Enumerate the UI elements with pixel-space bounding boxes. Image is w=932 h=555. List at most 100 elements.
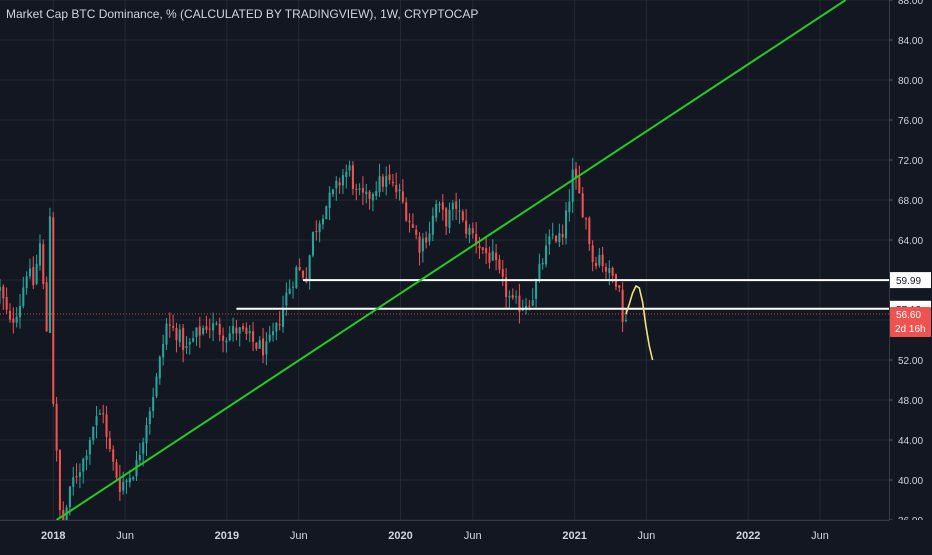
candle-down: [338, 177, 341, 194]
candle-up: [295, 265, 298, 289]
candle-body: [498, 259, 501, 270]
candle-body: [621, 289, 624, 322]
candle-up: [568, 189, 571, 222]
candle-up: [598, 247, 601, 268]
candle-body: [578, 177, 581, 194]
time-axis-label: 2018: [41, 530, 65, 542]
candle-body: [212, 323, 215, 331]
candle-body: [301, 270, 305, 278]
candle-down: [588, 216, 591, 251]
time-axis-label: 2020: [388, 530, 412, 542]
candle-body: [25, 276, 28, 289]
candle-up: [155, 372, 158, 399]
candle-up: [281, 295, 285, 333]
candle-body: [18, 305, 22, 318]
candle-body: [358, 188, 361, 190]
candle-body: [571, 169, 574, 202]
candle-up: [358, 183, 361, 196]
candle-down: [262, 327, 265, 364]
candle-down: [395, 172, 398, 199]
candle-body: [42, 244, 45, 284]
candle-body: [558, 233, 561, 243]
candle-down: [108, 430, 111, 452]
candle-down: [481, 247, 484, 255]
candle-up: [232, 317, 235, 342]
candle-body: [208, 328, 211, 330]
candle-down: [235, 319, 238, 341]
candle-up: [491, 239, 494, 261]
candle-up: [271, 322, 275, 342]
candle-body: [222, 335, 225, 341]
candle-down: [618, 285, 621, 293]
candle-body: [288, 288, 291, 294]
candle-body: [361, 188, 364, 193]
candle-up: [82, 457, 85, 484]
candle-up: [132, 475, 135, 481]
candle-body: [195, 327, 198, 338]
countdown-label: 2d 16h: [895, 324, 926, 335]
time-axis-label: Jun: [811, 530, 829, 542]
candle-body: [58, 449, 61, 510]
candle-body: [78, 472, 81, 477]
candle-up: [148, 407, 151, 435]
candle-body: [328, 192, 331, 209]
candle-down: [604, 263, 608, 280]
candle-body: [172, 326, 175, 328]
candle-body: [162, 343, 165, 358]
candle-down: [315, 220, 318, 241]
candle-body: [448, 209, 451, 228]
candle-body: [311, 231, 315, 256]
candle-body: [192, 338, 195, 342]
candle-down: [45, 276, 48, 332]
candle-down: [102, 404, 105, 424]
candle-body: [35, 263, 38, 284]
candle-body: [451, 202, 454, 210]
candle-down: [501, 260, 504, 287]
candle-body: [205, 326, 208, 330]
candle-body: [271, 331, 275, 336]
candle-up: [371, 192, 374, 212]
candle-down: [361, 176, 364, 206]
candle-body: [388, 174, 391, 181]
candle-up: [215, 321, 218, 326]
candle-up: [378, 163, 381, 198]
candle-body: [555, 235, 558, 242]
candle-body: [391, 181, 394, 184]
candle-up: [308, 254, 311, 290]
candle-down: [115, 459, 118, 482]
candle-body: [611, 267, 614, 277]
candle-up: [125, 478, 128, 494]
candle-down: [505, 268, 508, 310]
candle-body: [428, 233, 431, 242]
candle-body: [508, 296, 511, 298]
candle-up: [248, 324, 251, 343]
candle-body: [574, 168, 578, 179]
candle-body: [258, 340, 261, 349]
candle-up: [508, 290, 511, 310]
candle-body: [378, 176, 381, 193]
candle-body: [584, 218, 588, 220]
candle-body: [182, 327, 185, 350]
candle-body: [165, 323, 168, 345]
candle-down: [594, 256, 598, 270]
candle-body: [471, 228, 474, 234]
candle-body: [32, 266, 35, 286]
candle-body: [55, 403, 58, 451]
time-axis-label: Jun: [638, 530, 656, 542]
candle-body: [624, 319, 627, 322]
candle-up: [165, 317, 168, 351]
candle-down: [408, 213, 411, 233]
candle-body: [568, 201, 571, 213]
candle-up: [25, 271, 28, 295]
candle-up: [265, 332, 268, 366]
price-axis-label: 44.00: [898, 436, 923, 447]
candle-body: [491, 251, 494, 261]
candle-body: [335, 180, 338, 189]
candle-body: [88, 440, 91, 455]
candle-body: [518, 295, 521, 312]
price-axis-label: 68.00: [898, 196, 923, 207]
candle-body: [235, 327, 238, 334]
candle-body: [185, 346, 188, 348]
candle-up: [311, 231, 315, 258]
